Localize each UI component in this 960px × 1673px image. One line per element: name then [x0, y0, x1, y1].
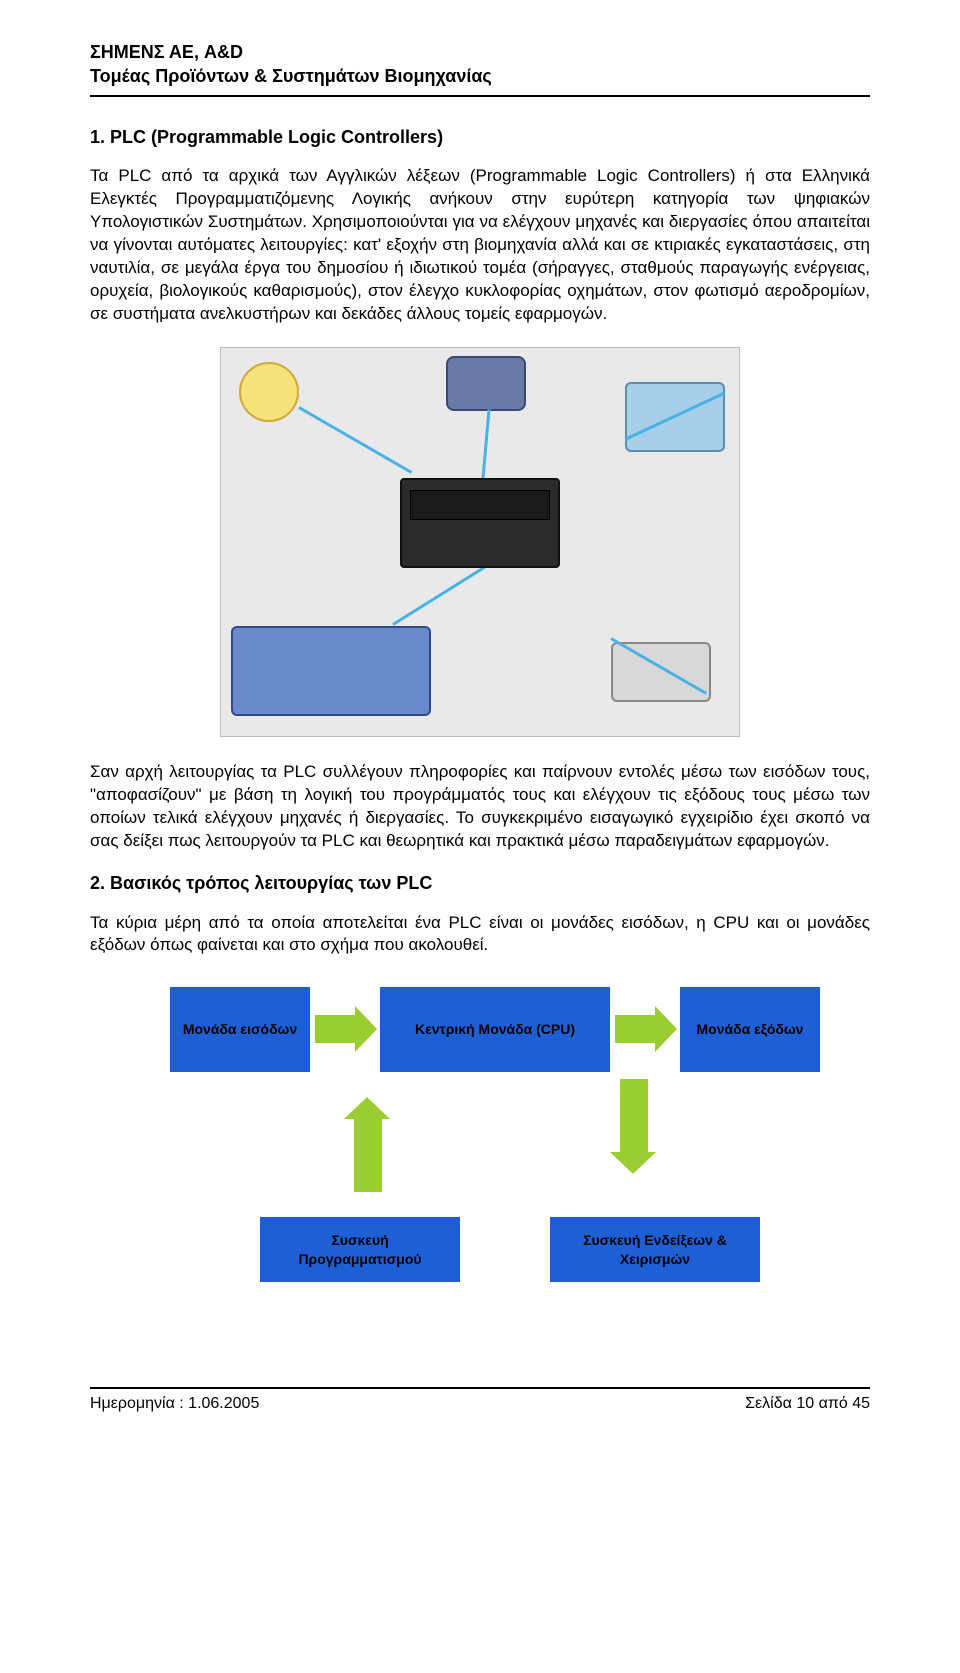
diagram-box-output: Μονάδα εξόδων: [680, 987, 820, 1072]
diagram-box-prog: Συσκευή Προγραμματισμού: [260, 1217, 460, 1282]
plc-device-icon: [400, 478, 560, 568]
diagram-box-hmi: Συσκευή Ενδείξεων & Χειρισμών: [550, 1217, 760, 1282]
footer-page: Σελίδα 10 από 45: [745, 1393, 870, 1415]
conveyor-icon: [231, 626, 431, 716]
figure-arrow: [392, 560, 495, 626]
footer-date: Ημερομηνία : 1.06.2005: [90, 1393, 259, 1415]
section2-para: Τα κύρια μέρη από τα οποία αποτελείται έ…: [90, 912, 870, 958]
lightbulb-icon: [239, 362, 299, 422]
pushbuttons-icon: [611, 642, 711, 702]
plc-applications-figure: [220, 347, 740, 737]
doc-header-line1: ΣΗΜΕΝΣ ΑΕ, A&D: [90, 40, 870, 64]
section1-para1: Τα PLC από τα αρχικά των Αγγλικών λέξεων…: [90, 165, 870, 326]
figure-arrow: [298, 407, 412, 475]
motor-icon: [446, 356, 526, 411]
diagram-box-input: Μονάδα εισόδων: [170, 987, 310, 1072]
header-rule: [90, 95, 870, 97]
plc-block-diagram: Μονάδα εισόδων Κεντρική Μονάδα (CPU) Μονάδ…: [90, 987, 870, 1347]
section1-title: 1. PLC (Programmable Logic Controllers): [90, 125, 870, 149]
section2-title: 2. Βασικός τρόπος λειτουργίας των PLC: [90, 871, 870, 895]
diagram-box-cpu: Κεντρική Μονάδα (CPU): [380, 987, 610, 1072]
para2: Σαν αρχή λειτουργίας τα PLC συλλέγουν πλ…: [90, 761, 870, 853]
doc-header-line2: Τομέας Προϊόντων & Συστημάτων Βιομηχανία…: [90, 64, 870, 88]
